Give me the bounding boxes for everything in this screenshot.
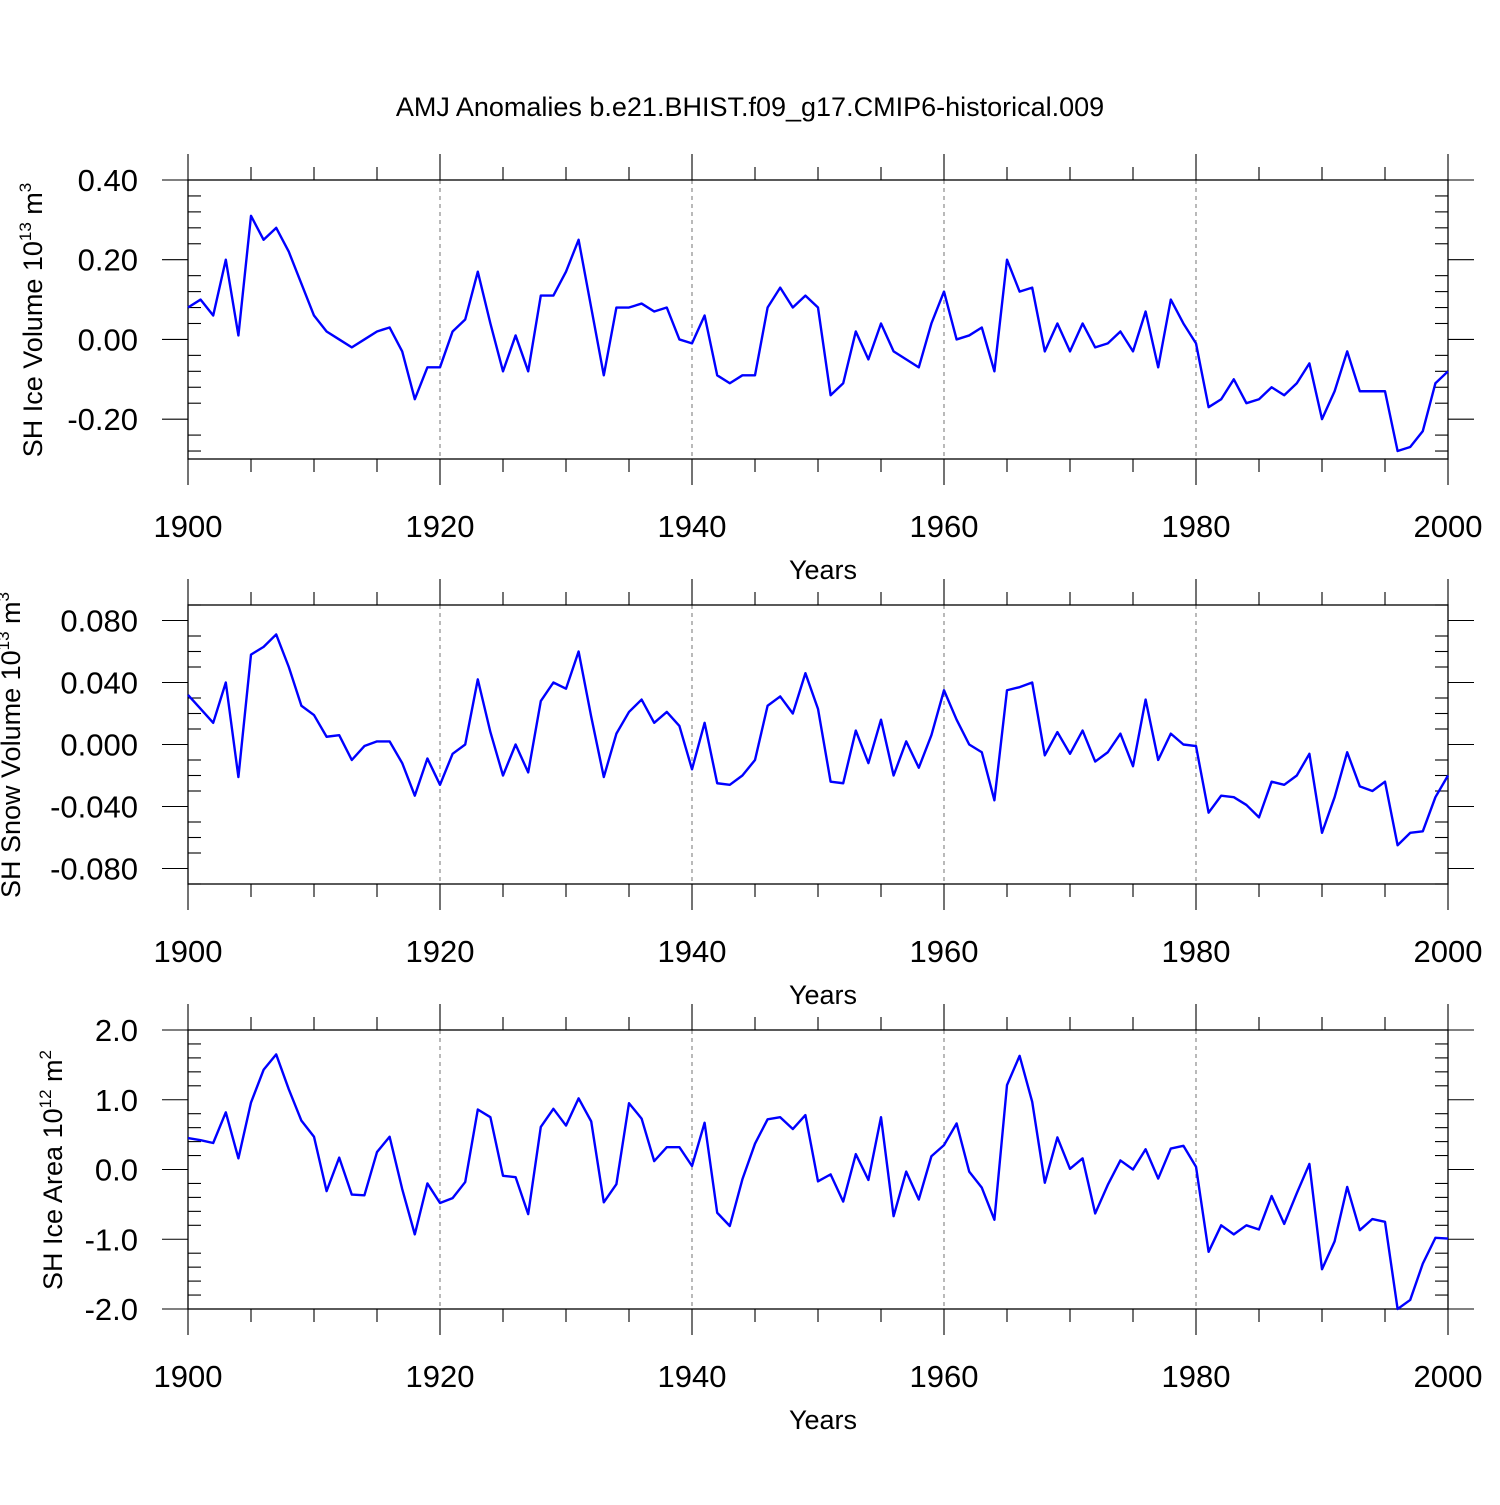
x-tick-label: 1920: [406, 1359, 475, 1394]
x-tick-label: 1920: [406, 934, 475, 969]
plot-frame: [187, 604, 1449, 885]
x-tick-label: 1940: [658, 1359, 727, 1394]
plot-frame: [187, 179, 1449, 460]
series-line: [187, 633, 1450, 847]
x-tick-label: 1900: [154, 509, 223, 544]
x-tick-label: 1980: [1162, 934, 1231, 969]
x-tick-label: 1900: [154, 1359, 223, 1394]
y-tick-label: -0.040: [50, 790, 138, 825]
x-tick-label: 1960: [910, 934, 979, 969]
y-tick-label: 1.0: [95, 1083, 138, 1118]
y-tick-label: -2.0: [85, 1292, 138, 1327]
y-tick-label: 0.040: [60, 666, 138, 701]
panel-3: -2.0 -1.0 0.0 1.0 2.0 1900 1920 1940 1960 1980 200…: [36, 1004, 1482, 1435]
x-tick-label: 1980: [1162, 509, 1231, 544]
y-tick-label: 0.080: [60, 604, 138, 639]
y-tick-label: -0.20: [67, 402, 138, 437]
x-tick-label: 1960: [910, 1359, 979, 1394]
series-line: [187, 214, 1449, 453]
x-tick-label: 2000: [1414, 934, 1483, 969]
y-tick-label: 2.0: [95, 1013, 138, 1048]
x-axis-title: Years: [789, 980, 857, 1010]
chart-title: AMJ Anomalies b.e21.BHIST.f09_g17.CMIP6-…: [396, 92, 1104, 122]
panel-2: -0.080 -0.040 0.000 0.040 0.080 1900 1920 1940 1…: [0, 579, 1482, 1010]
x-tick-label: 1980: [1162, 1359, 1231, 1394]
y-axis-title: SH Ice Volume 1013 m3: [16, 183, 48, 458]
y-tick-label: 0.0: [95, 1153, 138, 1188]
y-tick-label: 0.40: [78, 163, 138, 198]
plot-frame: [187, 1029, 1449, 1310]
x-tick-label: 1960: [910, 509, 979, 544]
x-axis-title: Years: [789, 555, 857, 585]
y-axis-title: SH Snow Volume 1013 m3: [0, 592, 26, 898]
y-axis-title: SH Ice Area 1012 m2: [36, 1050, 68, 1290]
x-tick-label: 1920: [406, 509, 475, 544]
x-tick-label: 1940: [658, 509, 727, 544]
panel-1: -0.20 0.00 0.20 0.40 1900 1920 1940 1960 1980 200…: [16, 154, 1482, 585]
x-tick-label: 2000: [1414, 509, 1483, 544]
y-tick-label: -0.080: [50, 852, 138, 887]
series-line: [187, 1053, 1449, 1311]
y-tick-label: 0.20: [78, 243, 138, 278]
x-tick-label: 2000: [1414, 1359, 1483, 1394]
x-axis-title: Years: [789, 1405, 857, 1435]
x-tick-label: 1940: [658, 934, 727, 969]
y-tick-label: -1.0: [85, 1222, 138, 1257]
x-tick-label: 1900: [154, 934, 223, 969]
y-tick-label: 0.00: [78, 322, 138, 357]
y-tick-label: 0.000: [60, 728, 138, 763]
